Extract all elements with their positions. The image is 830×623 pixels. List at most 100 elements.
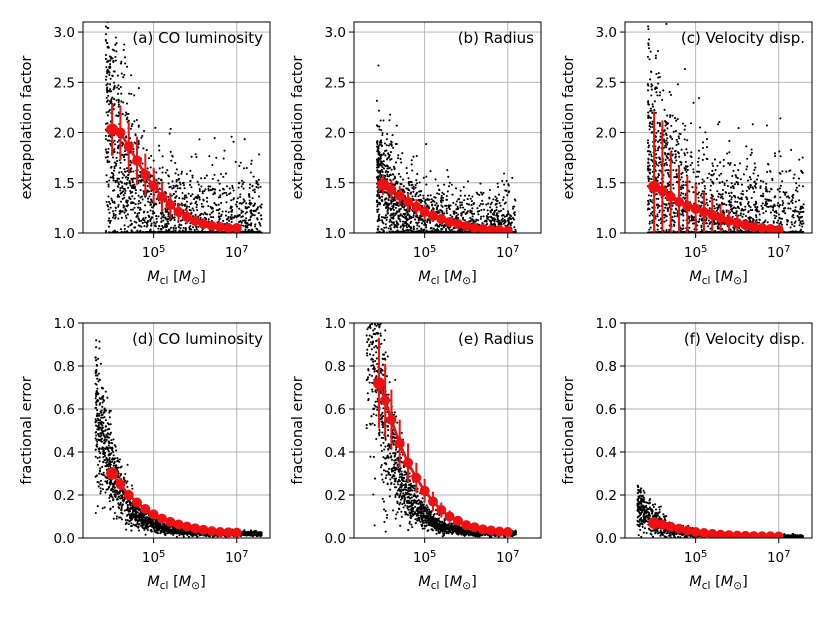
- scatter-point: [121, 176, 124, 179]
- scatter-point: [178, 196, 181, 200]
- scatter-point: [490, 222, 493, 225]
- scatter-point: [381, 131, 384, 135]
- scatter-point: [222, 175, 225, 178]
- scatter-point: [225, 194, 228, 197]
- scatter-point: [647, 114, 650, 117]
- scatter-point: [455, 200, 458, 203]
- scatter-point: [142, 147, 145, 150]
- scatter-point: [106, 0, 108, 1]
- scatter-point: [117, 99, 120, 102]
- scatter-point: [195, 203, 199, 206]
- scatter-point: [510, 217, 513, 220]
- scatter-point: [124, 114, 127, 117]
- scatter-point: [434, 204, 437, 207]
- scatter-point: [386, 178, 389, 181]
- scatter-point: [104, 54, 108, 57]
- scatter-point: [117, 193, 120, 197]
- scatter-point: [512, 212, 516, 215]
- scatter-point: [158, 225, 161, 228]
- scatter-point: [475, 218, 478, 222]
- scatter-point: [212, 210, 215, 213]
- scatter-point: [118, 212, 121, 215]
- scatter-point: [390, 141, 393, 144]
- scatter-point: [161, 171, 164, 174]
- scatter-point: [108, 65, 111, 68]
- scatter-point: [387, 144, 390, 147]
- scatter-point: [711, 195, 715, 198]
- scatter-point: [422, 176, 425, 179]
- scatter-point: [383, 226, 386, 229]
- scatter-point: [257, 183, 260, 186]
- scatter-point: [252, 175, 255, 178]
- scatter-point: [385, 138, 388, 141]
- scatter-point: [113, 161, 116, 164]
- scatter-point: [398, 208, 401, 211]
- scatter-point: [105, 100, 109, 103]
- x-tick-label: 105: [142, 244, 166, 262]
- scatter-point: [192, 198, 196, 201]
- scatter-point: [463, 199, 466, 202]
- scatter-point: [231, 216, 234, 219]
- scatter-point: [701, 181, 704, 184]
- scatter-point: [379, 171, 382, 174]
- scatter-point: [750, 216, 753, 219]
- scatter-point: [438, 211, 441, 214]
- scatter-point: [737, 183, 740, 186]
- scatter-point: [167, 215, 170, 218]
- scatter-point: [132, 186, 135, 189]
- scatter-point: [134, 192, 137, 195]
- scatter-point: [770, 205, 773, 208]
- scatter-point: [750, 151, 753, 154]
- scatter-point: [386, 165, 390, 168]
- x-tick-label: 105: [413, 244, 437, 262]
- scatter-point: [150, 154, 153, 157]
- panel-label: (b) Radius: [458, 29, 534, 47]
- scatter-point: [250, 215, 253, 218]
- scatter-point: [125, 111, 128, 114]
- scatter-point: [112, 98, 116, 101]
- scatter-point: [153, 221, 156, 224]
- scatter-point: [225, 185, 229, 188]
- binned-point: [419, 206, 430, 217]
- binned-series: [106, 103, 242, 233]
- scatter-point: [105, 75, 108, 78]
- scatter-point: [504, 201, 507, 204]
- scatter-point: [109, 176, 112, 179]
- scatter-point: [395, 212, 398, 215]
- scatter-point: [382, 229, 385, 232]
- scatter-point: [174, 229, 177, 232]
- scatter-point: [148, 195, 151, 198]
- scatter-point: [107, 185, 110, 188]
- scatter-point: [659, 132, 662, 135]
- scatter-point: [126, 213, 130, 216]
- scatter-point: [400, 225, 403, 228]
- scatter-point: [106, 155, 109, 158]
- scatter-point: [107, 183, 110, 186]
- scatter-point: [251, 184, 254, 187]
- scatter-point: [735, 176, 738, 179]
- scatter-point: [647, 146, 650, 149]
- scatter-point: [126, 201, 129, 204]
- scatter-point: [133, 226, 136, 229]
- scatter-point: [382, 163, 385, 166]
- scatter-point: [253, 202, 257, 205]
- scatter-point: [496, 219, 500, 222]
- scatter-point: [390, 223, 393, 226]
- scatter-point: [494, 195, 497, 198]
- scatter-point: [150, 222, 153, 225]
- scatter-point: [398, 230, 401, 233]
- scatter-point: [419, 201, 422, 204]
- scatter-point: [113, 70, 116, 73]
- scatter-point: [441, 196, 445, 199]
- scatter-point: [440, 198, 443, 201]
- scatter-point: [394, 199, 397, 202]
- scatter-point: [398, 218, 401, 221]
- scatter-point: [753, 185, 756, 188]
- scatter-point: [120, 216, 123, 219]
- scatter-point: [178, 224, 181, 227]
- scatter-point: [106, 204, 109, 207]
- scatter-point: [157, 177, 160, 180]
- scatter-point: [388, 203, 391, 206]
- scatter-point: [400, 183, 403, 186]
- scatter-point: [112, 169, 116, 172]
